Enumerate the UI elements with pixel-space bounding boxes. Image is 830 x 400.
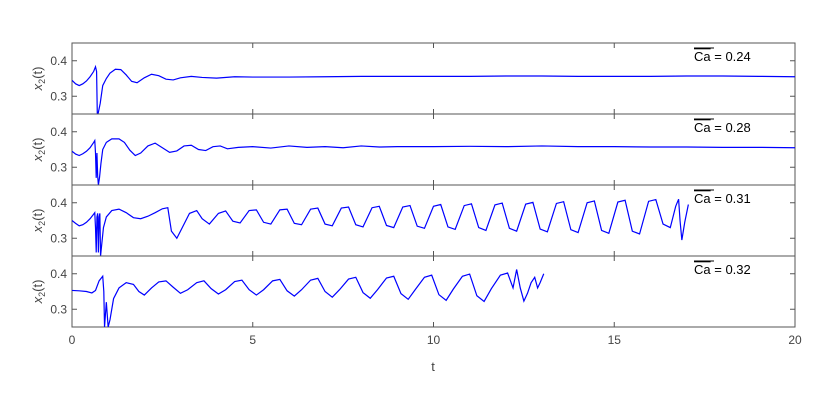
series-line (72, 269, 545, 327)
y-tick-label: 0.3 (50, 302, 67, 316)
panel-annotation: Ca = 0.24 (694, 49, 751, 64)
panel-annotation: Ca = 0.31 (694, 191, 751, 206)
panel-frame (71, 255, 796, 328)
panel-annotation: Ca = 0.32 (694, 262, 751, 277)
panel-2: 0.3 0.4x2(t) Ca = 0.28 (30, 113, 796, 186)
y-tick-label: 0.3 (50, 160, 67, 174)
panel-frame (71, 113, 796, 186)
y-axis-label: x2(t) (30, 280, 47, 305)
y-tick-label: 0.4 (50, 54, 67, 68)
panel-annotation: Ca = 0.28 (694, 120, 751, 135)
x-tick-label: 15 (608, 333, 622, 347)
series-line (72, 64, 795, 114)
x-axis: 0 5 10 15 20 (69, 333, 802, 347)
x-tick-label: 10 (427, 333, 441, 347)
x-axis-label: t (431, 359, 435, 374)
series-line (72, 138, 795, 185)
y-axis-label: x2(t) (30, 138, 47, 163)
panels: 0.30.4x2(t)Ca = 0.240.30.4x2(t)Ca = 0.28… (30, 42, 796, 328)
y-tick-label: 0.4 (50, 196, 67, 210)
panel-frame (71, 42, 796, 115)
y-tick-label: 0.4 (50, 267, 67, 281)
series-line (72, 198, 689, 256)
x-tick-label: 20 (788, 333, 802, 347)
y-axis-label: x2(t) (30, 67, 47, 92)
x-tick-label: 0 (69, 333, 76, 347)
y-axis-label: x2(t) (30, 209, 47, 234)
panel-3: 0.3 0.4x2(t) Ca = 0.31 (30, 184, 796, 257)
panel-frame (71, 184, 796, 257)
y-tick-label: 0.3 (50, 231, 67, 245)
y-tick-label: 0.4 (50, 125, 67, 139)
panel-4: 0.3 0.4x2(t) Ca = 0.32 (30, 255, 796, 328)
panel-1: 0.3 0.4x2(t) Ca = 0.24 (30, 42, 796, 115)
y-tick-label: 0.3 (50, 89, 67, 103)
x-tick-label: 5 (249, 333, 256, 347)
